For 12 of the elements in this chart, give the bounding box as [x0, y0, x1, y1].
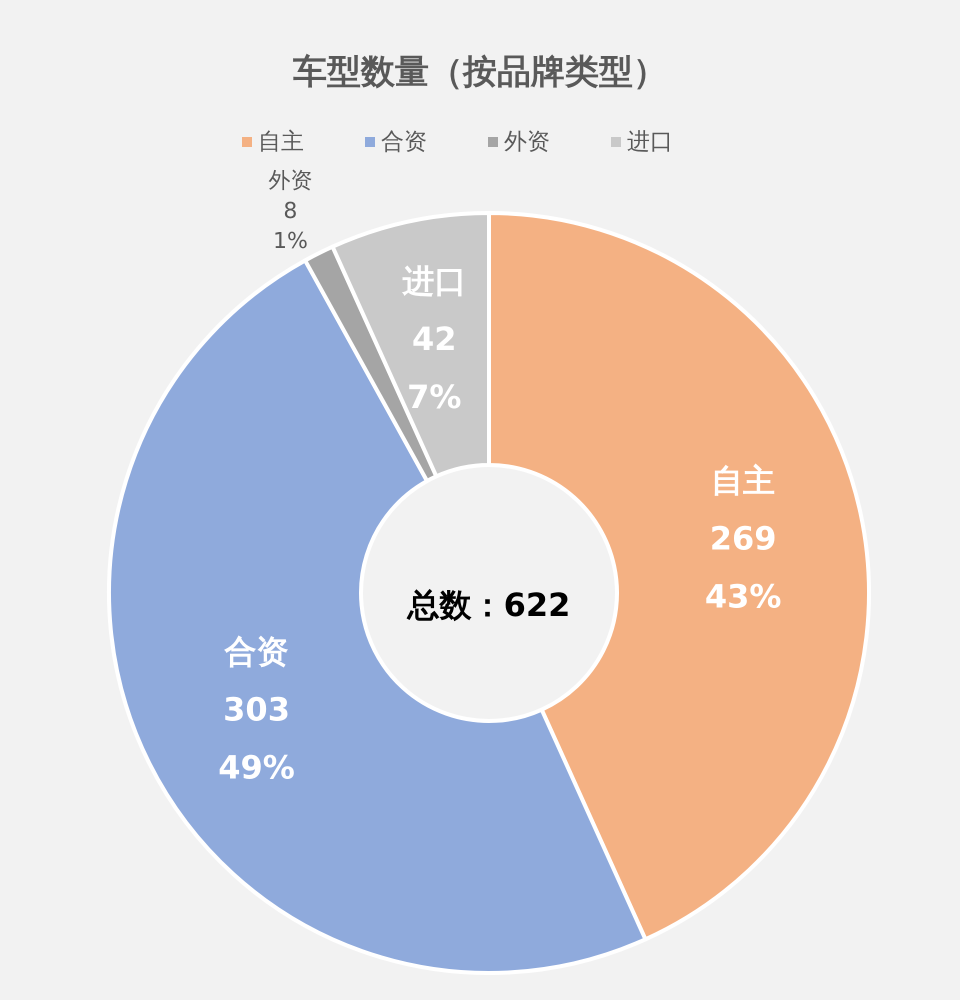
- data-label: 303 49%: [218, 690, 295, 787]
- slice-label: 外资: [268, 168, 312, 194]
- slice-label: 合资: [224, 632, 289, 671]
- legend-label: 外资: [504, 129, 550, 155]
- chart-title: 车型数量（按品牌类型）: [292, 52, 667, 92]
- legend-label: 自主: [258, 129, 304, 155]
- text: 总数：622: [406, 586, 570, 624]
- legend-label: 进口: [627, 129, 673, 155]
- legend-label: 合资: [381, 129, 427, 155]
- data-label: 8 1%: [272, 198, 308, 254]
- data-label: 269 43%: [704, 519, 782, 616]
- slice-label: 自主: [711, 461, 776, 500]
